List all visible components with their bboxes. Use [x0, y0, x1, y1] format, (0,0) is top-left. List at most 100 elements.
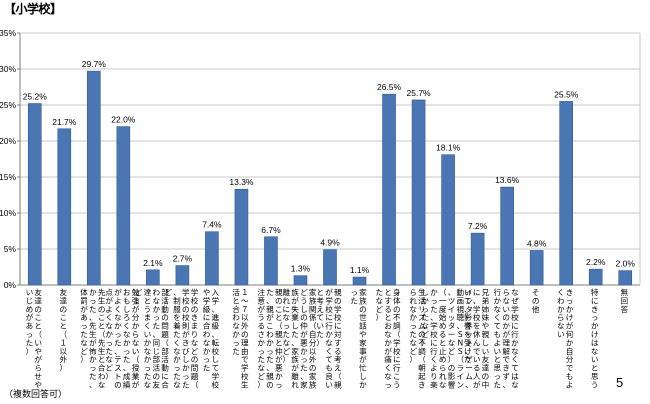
category-label-15: インターネット、ゲーム、動画視聴、 S N S （ライン、ツイッターなど）の影響（一度始… — [421, 288, 473, 389]
category-label-17-col-2: らないのかが理解できず、 — [502, 288, 510, 389]
data-label-5: 2.1% — [143, 258, 163, 268]
category-label-12-col-2: った — [350, 288, 358, 305]
y-tick-label-15: 15% — [0, 172, 16, 182]
bar-14 — [411, 99, 426, 286]
data-label-7: 7.4% — [202, 220, 222, 230]
bar-20 — [588, 268, 603, 286]
category-label-14-col-2: られなかったなど） — [409, 288, 417, 364]
data-label-13: 26.5% — [377, 82, 402, 92]
category-label-18: その他 — [532, 288, 540, 314]
data-label-1: 25.2% — [23, 92, 48, 102]
category-label-20-col-1: 特にきっかけはないと思う — [591, 287, 599, 389]
bar-15 — [441, 154, 455, 286]
category-label-11-col-2: が学校に行かなくても良い — [325, 287, 333, 389]
bar-8 — [234, 188, 249, 286]
category-label-5-col-1: 部活動の問題（部活動に合 — [161, 287, 169, 389]
category-label-15-col-5: かった、学校に行くより楽 — [430, 288, 438, 389]
category-label-15-col-3: 、ツイッターなど）の影響 — [448, 288, 456, 389]
category-label-13-col-3: たなど） — [375, 288, 383, 322]
category-label-1-col-1: 友達のこと（いやがらせや — [34, 287, 42, 389]
bar-12 — [352, 276, 367, 286]
data-label-17: 13.6% — [495, 175, 520, 185]
y-tick-label-30: 30% — [0, 64, 16, 74]
data-label-14: 25.7% — [407, 88, 432, 98]
category-label-21-col-1: 無回答 — [620, 287, 628, 314]
category-label-2-col-1: 友達のこと（１以外） — [59, 287, 67, 373]
category-label-11-col-1: 親の学校に対する考え（親 — [334, 287, 342, 389]
bar-18 — [529, 250, 544, 286]
bar-10 — [293, 275, 308, 286]
category-label-5-col-3: 達とうまくいかなかったな — [144, 287, 152, 389]
category-label-20: 特にきっかけはないと思う — [591, 287, 599, 389]
grid-lines — [20, 32, 640, 250]
category-label-5-col-2: わなかった、同じ部活の友 — [152, 288, 160, 389]
data-label-12: 1.1% — [350, 265, 370, 275]
bar-4 — [116, 126, 131, 286]
category-label-16-col-1: 兄弟姉妹や親しい友達の中 — [482, 288, 490, 389]
bar-11 — [323, 249, 337, 286]
category-label-8-col-2: 活と合わなかった — [232, 287, 240, 356]
category-label-4-col-4: 点がよくなかったなど） — [105, 288, 113, 381]
category-label-4: 勉強が分からない（授業がおもしろくなかった、成績がよくなかった、テストの点がよく… — [105, 287, 139, 389]
category-label-17-col-3: 行かなくてもよいと思った — [494, 287, 502, 389]
category-label-3-col-3: 体罰があったなど） — [80, 287, 88, 364]
bar-6 — [175, 265, 190, 286]
y-tick-label-35: 35% — [0, 28, 16, 38]
category-label-10-col-1: 家族関係（自分以外の家族 — [309, 287, 317, 389]
category-label-16-col-2: に、学校を休んでいる人が — [473, 288, 481, 389]
bar-16 — [470, 232, 485, 286]
bar-7 — [205, 231, 219, 286]
footnote-multiple-answers: （複数回答可） — [4, 390, 68, 400]
category-label-6-col-1: 学校のきまりなどの問題（ — [191, 287, 199, 389]
category-label-12-col-1: 家族の世話や家事が忙しか — [359, 287, 367, 389]
category-label-3-col-1: 先生のこと（先生と合わな — [98, 287, 106, 389]
y-tick-labels: 0% 5% 10% 15% 20% 25% 30% 35% — [0, 28, 16, 290]
category-label-10-col-4: 離れになったなど） — [282, 287, 290, 364]
y-tick-label-0: 0% — [4, 280, 17, 290]
chart-title: 【小学校】 — [4, 2, 62, 16]
data-labels: 25.2% 21.7% 29.7% 22.0% 2.1% 2.7% 7.4% 13.3% 6.7… — [23, 59, 636, 275]
category-label-15-col-4: （一度始めると止められな — [439, 288, 447, 389]
category-label-15-col-1: インターネット、ゲーム、 — [465, 288, 473, 389]
category-label-10: 家族関係（自分以外の家族どうしの仲が悪かった、家族が失業した、家族が離れ離れにな… — [282, 287, 316, 389]
data-label-21: 2.0% — [616, 259, 636, 269]
category-label-1-col-2: いじめがあった） — [26, 288, 34, 356]
bar-17 — [500, 186, 514, 286]
category-label-4-col-2: おもしろくなかった、成績 — [123, 288, 131, 389]
y-tick-label-25: 25% — [0, 100, 16, 110]
category-label-4-col-3: がよくなかった、テストの — [114, 287, 122, 389]
data-label-3: 29.7% — [82, 59, 107, 69]
data-label-11: 4.9% — [320, 238, 340, 248]
category-label-11-col-3: と考えていた） — [316, 288, 324, 347]
data-label-15: 18.1% — [436, 143, 461, 153]
category-label-10-col-3: 族が失業した、家族が離れ — [291, 287, 299, 389]
category-label-19-col-2: くわからない — [557, 288, 565, 339]
bar-13 — [382, 93, 396, 286]
category-label-6-col-4: ど） — [164, 288, 172, 305]
category-label-14-col-1: 生活リズムの不調（朝起き — [418, 287, 426, 389]
category-label-6-col-3: 、制服を着たくなかったな — [173, 288, 181, 389]
category-label-7-col-1: 入学、進級、転校して学校 — [212, 288, 220, 389]
category-label-15-col-6: しかったなど） — [421, 288, 429, 347]
y-tick-label-10: 10% — [0, 208, 16, 218]
bar-3 — [87, 70, 101, 286]
category-label-8-col-1: １〜７以外の理由で学校生 — [241, 288, 249, 389]
category-label-9-col-2: た、親がこわかった、親の — [266, 288, 274, 389]
category-label-15-col-2: 動画視聴、 S N S （ライン — [457, 288, 465, 389]
category-label-5-col-4: ど） — [135, 288, 143, 305]
category-label-18-col-1: その他 — [532, 288, 540, 314]
bar-5 — [146, 269, 160, 286]
category-label-2: 友達のこと（１以外） — [59, 287, 67, 373]
